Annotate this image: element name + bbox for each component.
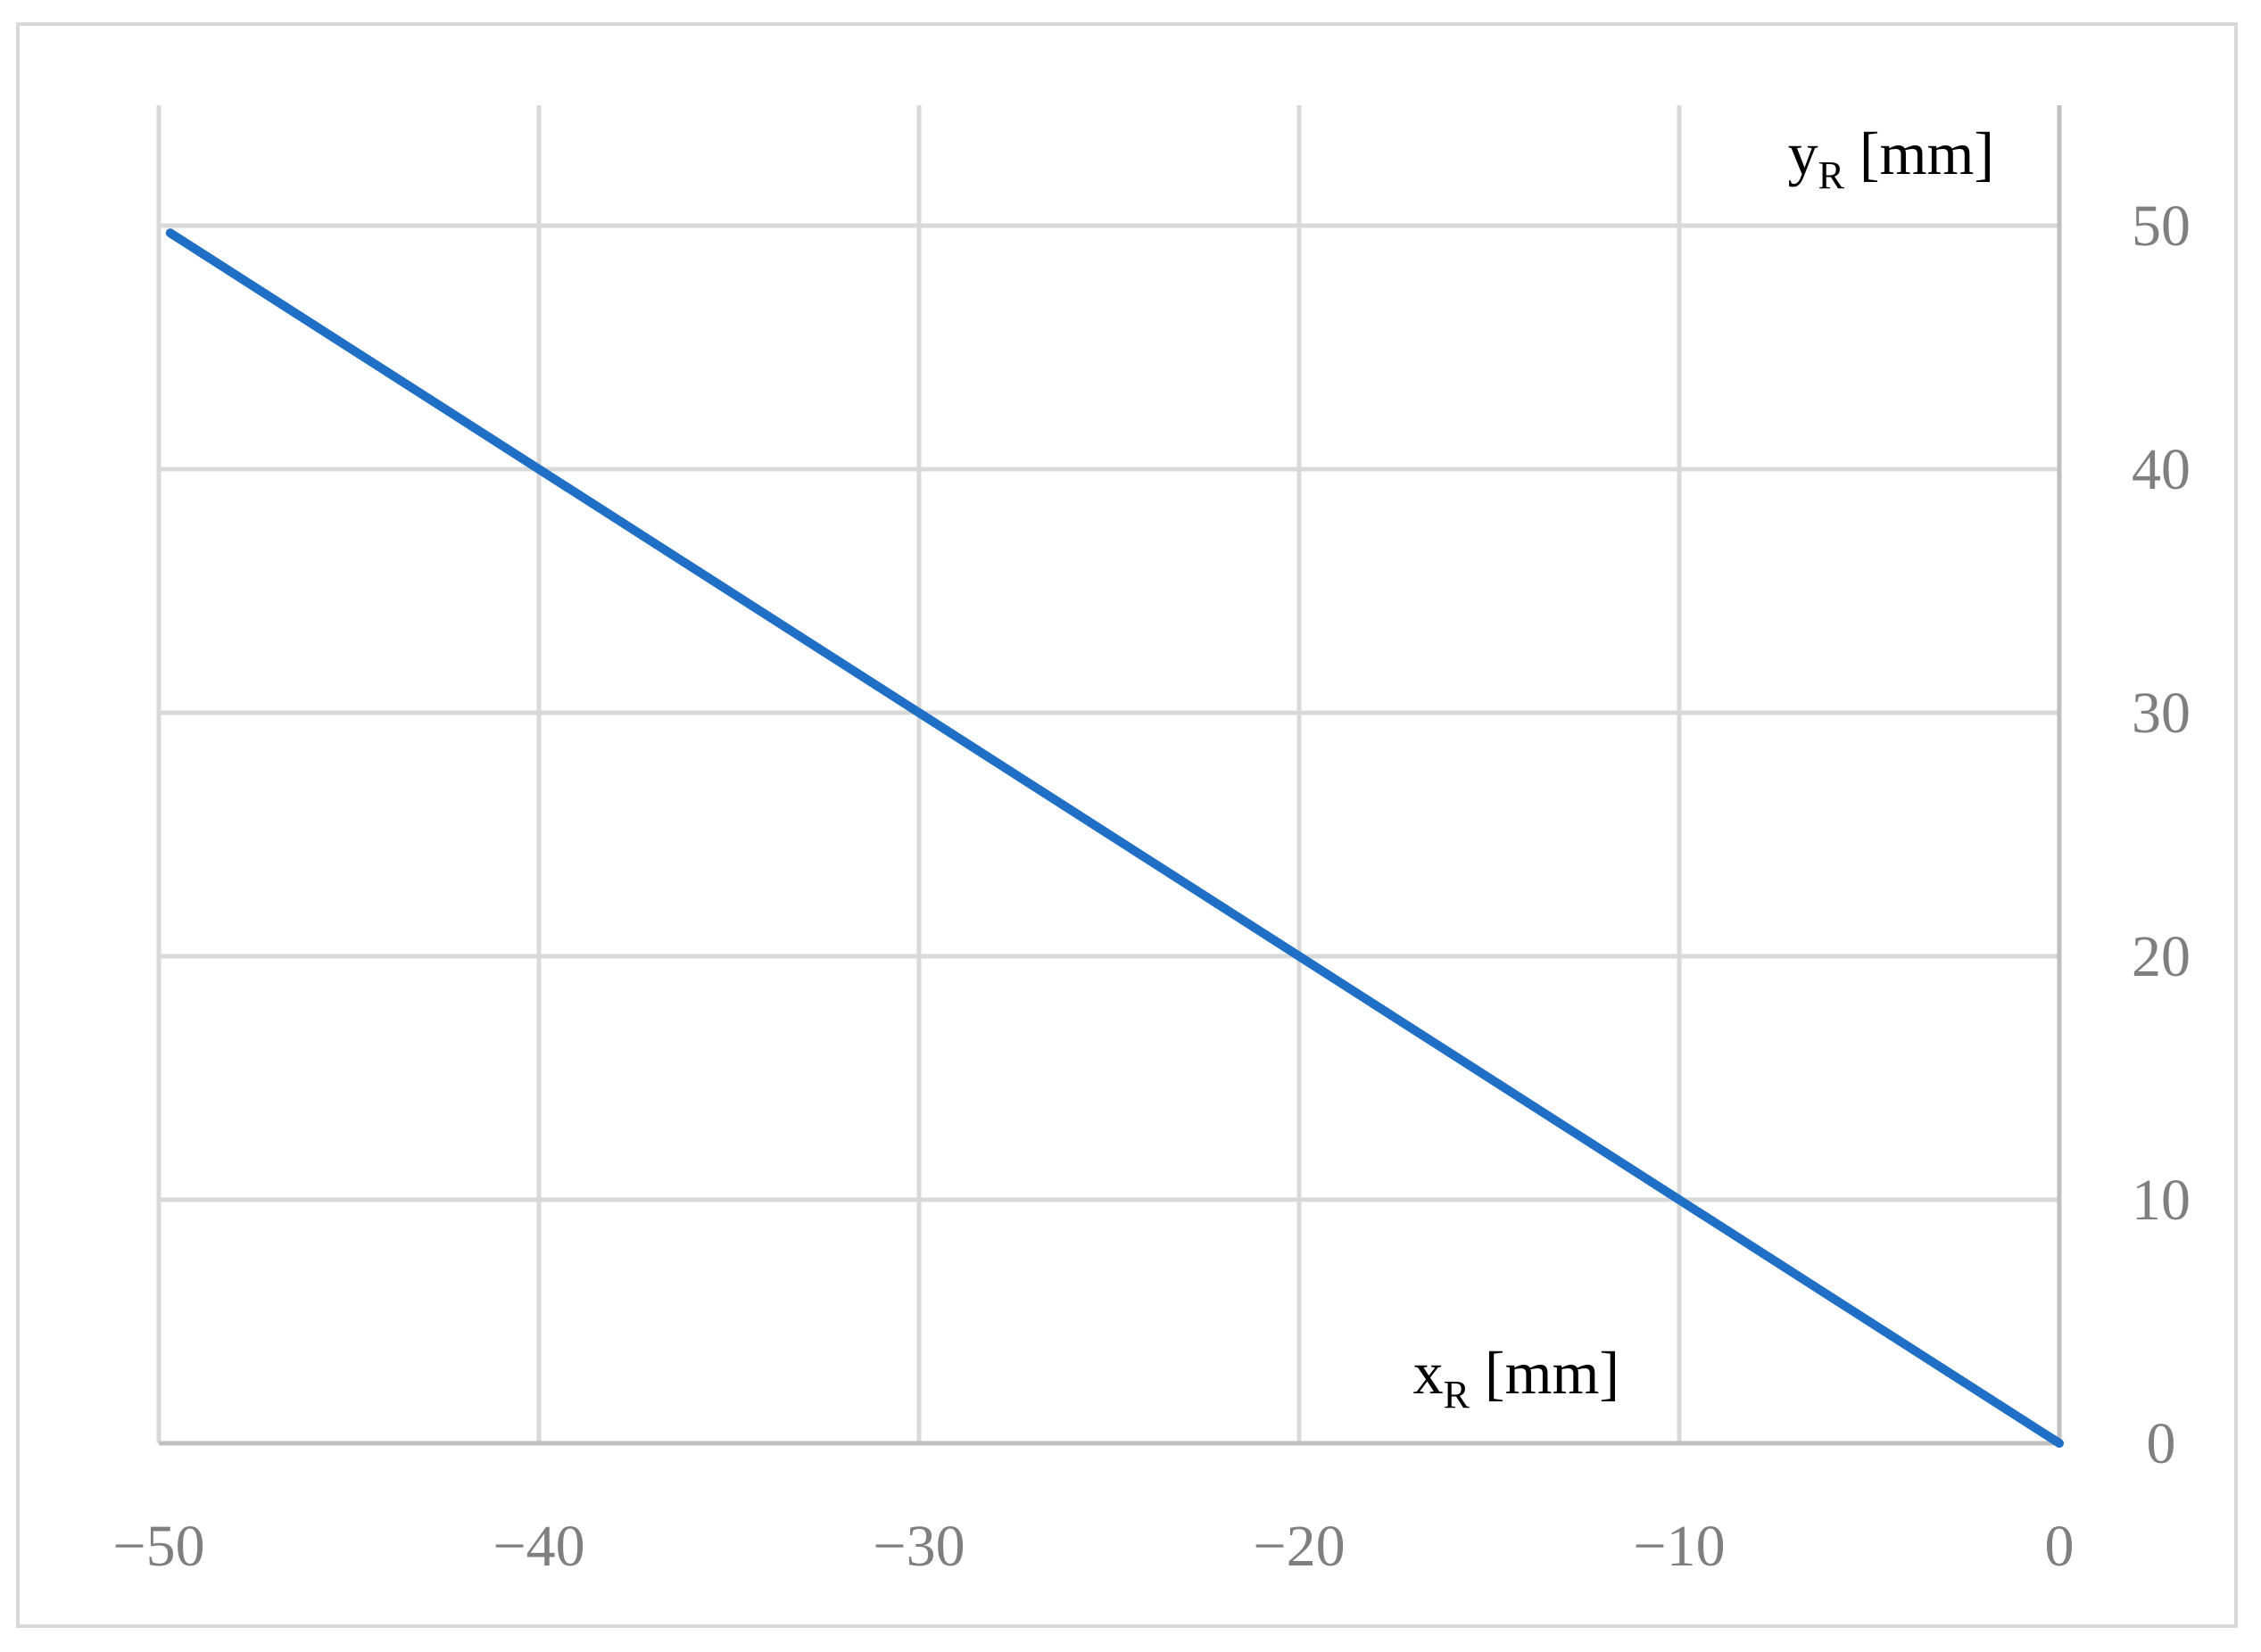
x-tick-label: −40 (493, 1514, 584, 1579)
x-tick-label: 0 (2045, 1514, 2075, 1579)
chart-frame (16, 22, 2238, 1628)
series (165, 228, 2064, 1448)
x-tick-label: −10 (1633, 1514, 1725, 1579)
x-tick-label: −20 (1253, 1514, 1345, 1579)
x-tick-label: −30 (873, 1514, 965, 1579)
y-tick-label: 50 (2132, 194, 2191, 259)
tick-labels: −50 −40 −30 −20 −10 0 0 10 20 30 40 50 (112, 194, 2191, 1579)
grid (156, 105, 2062, 1443)
y-tick-label: 30 (2132, 681, 2191, 746)
y-tick-label: 20 (2132, 924, 2191, 989)
y-tick-label: 0 (2147, 1411, 2176, 1476)
x-tick-label: −50 (112, 1514, 204, 1579)
x-axis-title: xR [mm] (1413, 1339, 1619, 1417)
y-tick-label: 10 (2132, 1168, 2191, 1233)
y-axis-title: yR [mm] (1788, 120, 1994, 197)
y-tick-label: 40 (2132, 437, 2191, 502)
series-line-0 (165, 228, 2064, 1448)
